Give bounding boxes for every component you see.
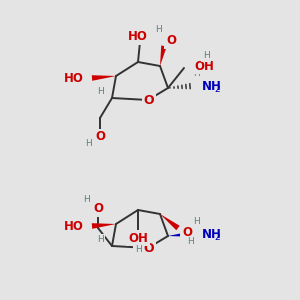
Text: H: H: [135, 245, 141, 254]
Text: HO: HO: [64, 71, 84, 85]
Text: H: H: [187, 238, 194, 247]
Text: H: H: [202, 52, 209, 61]
Text: HO: HO: [64, 220, 84, 232]
Text: H: H: [193, 70, 200, 79]
Text: H: H: [97, 88, 104, 97]
Polygon shape: [168, 231, 192, 237]
Polygon shape: [160, 46, 167, 66]
Text: OH: OH: [128, 232, 148, 244]
Text: H: H: [154, 26, 161, 34]
Text: O: O: [144, 94, 154, 106]
Text: H: H: [85, 140, 92, 148]
Text: NH: NH: [202, 229, 222, 242]
Text: H: H: [82, 196, 89, 205]
Text: H: H: [193, 218, 200, 226]
Text: H: H: [97, 236, 104, 244]
Text: O: O: [144, 242, 154, 254]
Text: HO: HO: [128, 31, 148, 44]
Polygon shape: [92, 223, 116, 229]
Text: 2: 2: [214, 85, 220, 94]
Text: O: O: [95, 130, 105, 143]
Polygon shape: [160, 214, 180, 230]
Text: O: O: [166, 34, 176, 47]
Text: OH: OH: [194, 59, 214, 73]
Text: NH: NH: [202, 80, 222, 94]
Text: O: O: [93, 202, 103, 215]
Text: 2: 2: [214, 232, 220, 242]
Polygon shape: [92, 75, 116, 81]
Text: O: O: [182, 226, 192, 238]
